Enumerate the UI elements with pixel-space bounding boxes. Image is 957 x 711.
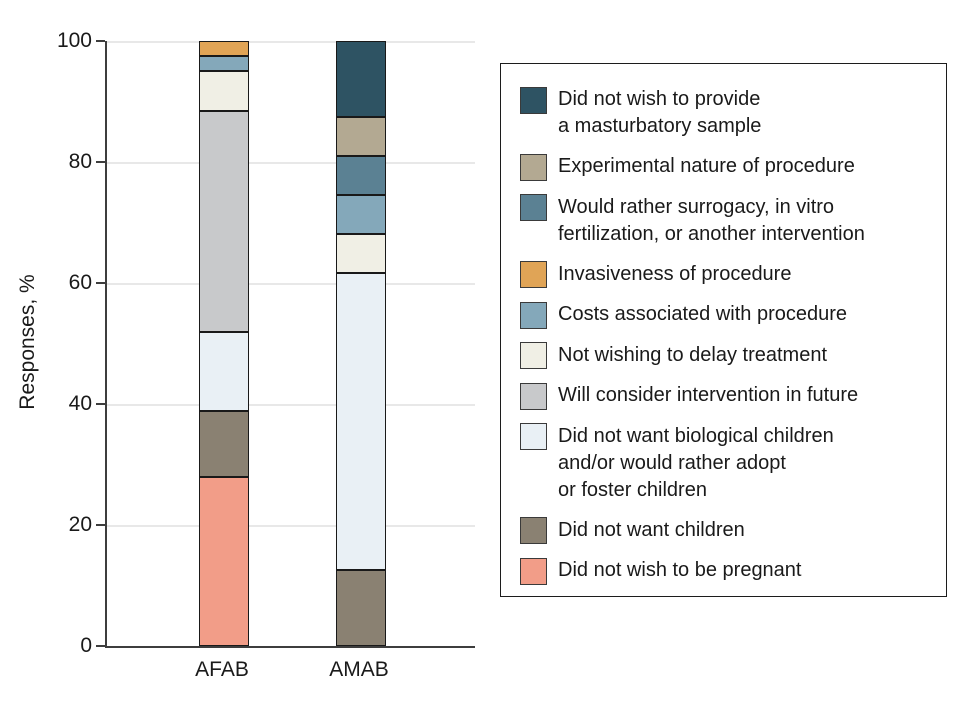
legend-item-label: Did not want children [558, 517, 745, 544]
legend-item: Costs associated with procedure [520, 301, 932, 329]
bar-afab [199, 41, 249, 646]
legend-item-label: Did not wish to provide a masturbatory sa… [558, 86, 761, 140]
y-axis-title: Responses, % [16, 274, 39, 410]
legend-color-swatch [520, 86, 547, 114]
bar-segment [199, 70, 249, 112]
legend-color-swatch [520, 301, 547, 329]
legend-item-label: Would rather surrogacy, in vitro fertiliz… [558, 194, 865, 248]
legend-color-swatch [520, 342, 547, 369]
legend-label-line: Did not wish to provide [558, 88, 761, 110]
legend-color-swatch [520, 261, 547, 288]
gridline [107, 525, 475, 527]
legend-label-line: and/or would rather adopt [558, 451, 786, 474]
bar-amab [336, 41, 386, 646]
legend-item-label: Experimental nature of procedure [558, 153, 855, 180]
y-tick-mark [96, 645, 105, 647]
y-tick-label: 80 [68, 150, 92, 173]
y-tick-mark [96, 282, 105, 284]
legend-label-line: or foster children [558, 478, 707, 501]
bar-segment [336, 155, 386, 195]
y-tick-mark [96, 161, 105, 163]
legend-label-line: Invasiveness of procedure [558, 262, 792, 285]
y-tick-label: 100 [56, 29, 92, 52]
gridline [107, 283, 475, 285]
legend-item: Did not want children [520, 517, 932, 544]
bar-segment [336, 570, 386, 646]
y-tick-label: 40 [68, 392, 92, 415]
y-tick-label: 0 [80, 634, 92, 657]
bar-segment [336, 272, 386, 571]
bar-segment [336, 116, 386, 156]
legend-color-swatch [520, 194, 547, 221]
y-tick-mark [96, 403, 105, 405]
legend-item: Did not wish to be pregnant [520, 557, 932, 585]
legend-label-line: Will consider intervention in future [558, 384, 859, 406]
bar-segment [336, 41, 386, 117]
legend-item-label: Will consider intervention in future [558, 382, 858, 409]
legend-label-line: fertilization, or another intervention [558, 222, 865, 245]
y-tick-mark [96, 524, 105, 526]
x-axis-label: AMAB [329, 658, 389, 681]
legend-color-swatch [520, 382, 547, 410]
x-axis-label: AFAB [195, 658, 249, 681]
legend-item-label: Costs associated with procedure [558, 301, 847, 328]
legend-item: Invasiveness of procedure [520, 261, 932, 288]
legend-color-swatch [520, 517, 547, 544]
gridline [107, 404, 475, 406]
gridline [107, 41, 475, 43]
y-tick-label: 60 [68, 271, 92, 294]
legend-label-line: Did not want children [558, 518, 745, 541]
bar-segment [199, 111, 249, 332]
legend-item-label: Not wishing to delay treatment [558, 342, 827, 369]
legend-item: Experimental nature of procedure [520, 153, 932, 181]
legend-item: Did not want biological children and/or w… [520, 423, 932, 504]
legend-item: Will consider intervention in future [520, 382, 932, 410]
legend-label-line: Experimental nature of procedure [558, 155, 855, 177]
y-tick-mark [96, 40, 105, 42]
legend-color-swatch [520, 153, 547, 181]
legend-item: Not wishing to delay treatment [520, 342, 932, 369]
legend-item: Did not wish to provide a masturbatory sa… [520, 86, 932, 140]
legend-label-line: Did not wish to be pregnant [558, 559, 802, 581]
bar-segment [199, 331, 249, 411]
bar-segment [336, 194, 386, 234]
legend-label-line: Would rather surrogacy, in vitro [558, 195, 835, 218]
legend-item-label: Did not want biological children and/or w… [558, 423, 834, 504]
gridline [107, 162, 475, 164]
legend-item-label: Invasiveness of procedure [558, 261, 791, 288]
legend-label-line: Costs associated with procedure [558, 303, 848, 325]
bar-segment [199, 55, 249, 71]
bar-segment [199, 41, 249, 56]
legend-color-swatch [520, 557, 547, 585]
plot-area [105, 41, 475, 648]
bar-segment [336, 233, 386, 273]
legend-item-label: Did not wish to be pregnant [558, 557, 802, 584]
legend-box: Did not wish to provide a masturbatory sa… [500, 63, 947, 597]
legend-label-line: a masturbatory sample [558, 115, 762, 137]
legend-label-line: Not wishing to delay treatment [558, 343, 828, 366]
y-tick-label: 20 [68, 513, 92, 536]
legend-label-line: Did not want biological children [558, 424, 834, 447]
legend-color-swatch [520, 423, 547, 450]
legend-item: Would rather surrogacy, in vitro fertiliz… [520, 194, 932, 248]
bar-segment [199, 476, 249, 646]
bar-segment [199, 410, 249, 477]
